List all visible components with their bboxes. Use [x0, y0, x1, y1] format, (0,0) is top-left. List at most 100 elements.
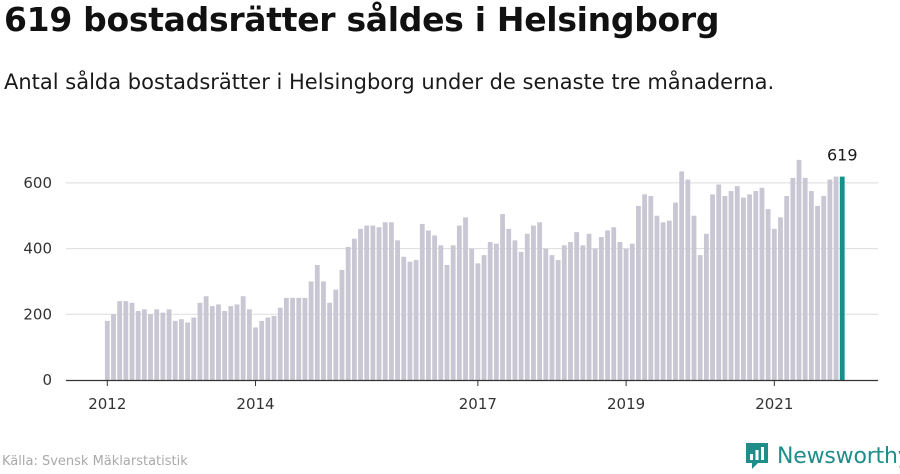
bar — [710, 194, 715, 380]
bar — [111, 314, 116, 380]
bar — [784, 196, 790, 380]
axes — [66, 379, 878, 386]
bar — [648, 196, 654, 380]
bar — [172, 320, 178, 380]
newsworthy-chart-icon — [746, 443, 768, 469]
bar — [222, 311, 228, 380]
bar — [246, 309, 252, 380]
bar — [419, 223, 425, 380]
bar — [574, 232, 580, 380]
bar — [524, 233, 530, 380]
bar — [407, 261, 413, 380]
bar — [808, 191, 814, 380]
chart-subtitle: Antal sålda bostadsrätter i Helsingborg … — [4, 70, 775, 94]
chart-title: 619 bostadsrätter såldes i Helsingborg — [4, 0, 720, 39]
bars — [104, 159, 845, 380]
bar — [117, 301, 123, 380]
bar — [148, 314, 153, 380]
bar — [135, 311, 141, 380]
bar — [327, 302, 333, 380]
bar — [382, 222, 388, 380]
bar — [703, 233, 709, 380]
bar — [753, 191, 759, 380]
bar — [271, 315, 277, 380]
bar — [333, 289, 339, 380]
bar — [537, 222, 543, 380]
bar — [216, 304, 221, 380]
bar — [302, 297, 308, 380]
labels: 0 200 400 600 2012 2014 2017 2019 2021 619 — [23, 146, 857, 413]
bar — [796, 159, 802, 380]
bar — [778, 217, 783, 380]
bar — [240, 296, 246, 380]
bar — [833, 176, 839, 380]
bar — [691, 215, 697, 380]
y-tick-label: 400 — [23, 240, 52, 258]
bar — [166, 309, 172, 380]
bar — [185, 322, 190, 380]
bar — [160, 312, 166, 380]
bar — [660, 222, 666, 380]
newsworthy-logo[interactable]: Newsworthy — [744, 440, 900, 472]
bar — [364, 225, 370, 380]
bar — [617, 242, 623, 380]
bar — [531, 225, 536, 380]
bar — [296, 297, 302, 380]
bar — [259, 320, 265, 380]
x-tick-label: 2012 — [88, 395, 126, 413]
bar — [432, 235, 438, 380]
x-tick-label: 2017 — [459, 395, 497, 413]
bar — [802, 177, 808, 380]
bar — [456, 225, 462, 380]
bar — [290, 297, 295, 380]
bar — [203, 296, 209, 380]
bar — [104, 320, 110, 380]
bar — [450, 245, 456, 380]
bar — [666, 220, 672, 380]
bar — [722, 196, 728, 380]
bar — [518, 251, 524, 380]
bar — [605, 230, 610, 380]
bar — [568, 242, 573, 380]
bar — [493, 243, 499, 380]
bar — [389, 222, 394, 380]
bar — [506, 228, 512, 380]
bar — [487, 242, 493, 380]
bar — [234, 304, 240, 380]
bar — [716, 184, 722, 380]
bar — [401, 256, 407, 380]
bar — [265, 317, 271, 380]
value-annotation: 619 — [827, 146, 858, 165]
x-tick-label: 2021 — [755, 395, 793, 413]
bar — [728, 191, 734, 380]
bar — [697, 255, 703, 380]
bar — [179, 319, 184, 380]
brand-name: Newsworthy — [777, 443, 900, 469]
x-tick-label: 2019 — [607, 395, 645, 413]
source-note: Källa: Svensk Mäklarstatistik — [2, 454, 188, 469]
bar — [277, 307, 283, 380]
bar — [765, 209, 771, 380]
bar — [154, 309, 160, 380]
bar — [426, 230, 431, 380]
bar — [598, 237, 604, 380]
bar — [438, 245, 444, 380]
bar — [815, 205, 820, 380]
bar — [734, 186, 740, 380]
y-tick-label: 200 — [23, 305, 52, 323]
bar — [141, 309, 147, 380]
bar — [500, 214, 505, 380]
bar — [592, 248, 598, 380]
bar — [358, 228, 363, 380]
bar — [827, 179, 833, 380]
bar — [759, 187, 765, 380]
bar — [284, 297, 289, 380]
bar — [129, 302, 135, 380]
bar — [561, 245, 567, 380]
bar — [611, 227, 617, 380]
bar — [253, 327, 258, 380]
bar — [543, 248, 549, 380]
x-tick-label: 2014 — [236, 395, 274, 413]
bar — [339, 269, 345, 380]
